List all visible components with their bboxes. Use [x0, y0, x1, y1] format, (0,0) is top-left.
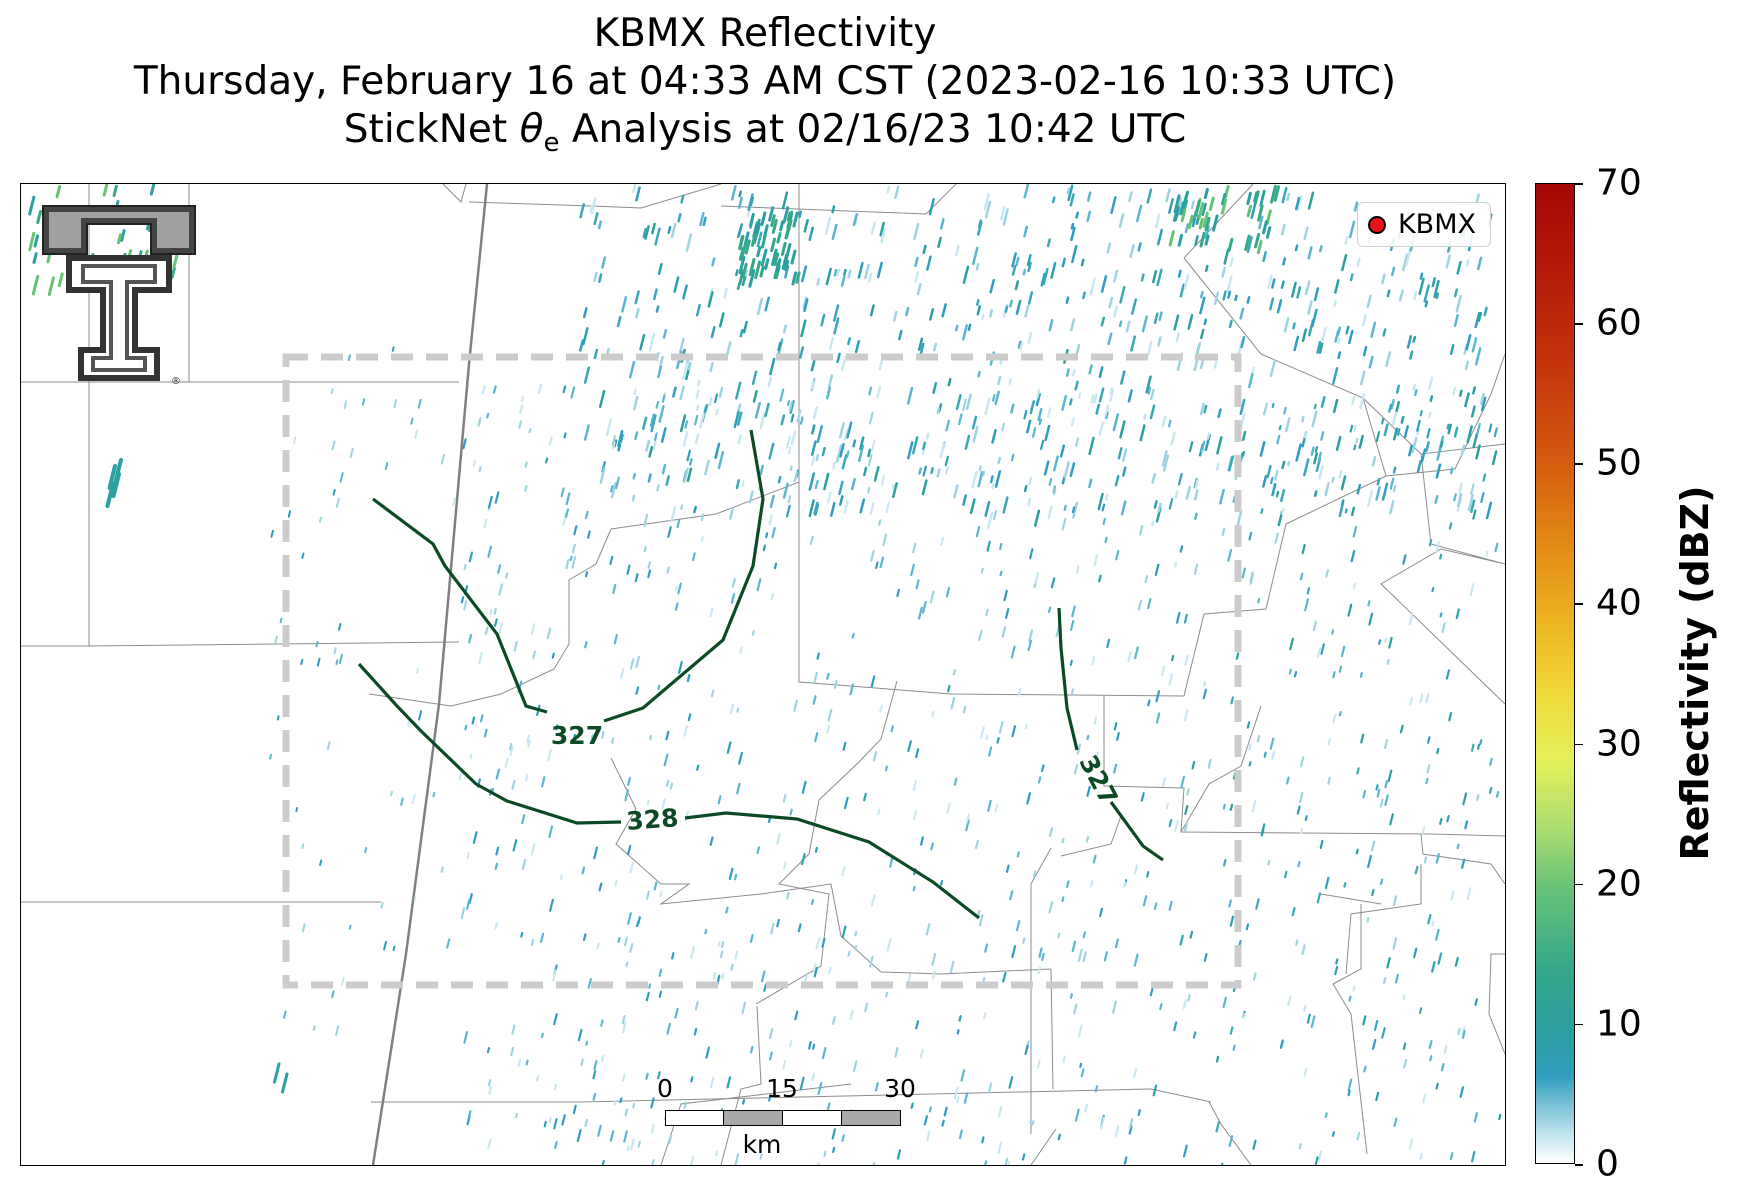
reflectivity-colorbar: [1535, 183, 1575, 1164]
colorbar-tick: [1575, 883, 1583, 886]
kbmx-marker-icon: [1367, 215, 1386, 234]
scale-tick-30: 30: [884, 1074, 916, 1103]
colorbar-tick: [1575, 183, 1583, 185]
contour-327-west-b: [603, 429, 765, 723]
scale-segment: [723, 1110, 783, 1126]
colorbar-tick-label: 10: [1596, 1003, 1642, 1045]
scale-segment: [665, 1110, 724, 1126]
colorbar-tick: [1575, 463, 1583, 465]
theta-e-contours: [357, 429, 1164, 920]
reflectivity-echoes: [28, 184, 1502, 1165]
contour-328-b: [684, 811, 980, 920]
contour-label-328: 328: [625, 803, 679, 836]
colorbar-tick-label: 70: [1596, 162, 1642, 204]
state-boundary: [371, 184, 489, 1165]
colorbar-tick: [1575, 1164, 1583, 1166]
title-radar: KBMX Reflectivity: [593, 11, 937, 56]
figure-title: KBMX Reflectivity Thursday, February 16 …: [0, 10, 1530, 167]
colorbar-tick: [1575, 1023, 1583, 1026]
legend: KBMX: [1356, 202, 1491, 247]
map-canvas: 327 328 327: [21, 184, 1505, 1165]
svg-text:®: ®: [171, 376, 181, 387]
contour-327-east: [1057, 607, 1079, 751]
title-time: Thursday, February 16 at 04:33 AM CST (2…: [133, 59, 1397, 104]
colorbar-tick-label: 40: [1596, 582, 1642, 624]
colorbar-tick: [1575, 603, 1583, 605]
contour-327-west: [372, 497, 548, 714]
contour-328: [357, 662, 622, 825]
contour-327-east-b: [1109, 801, 1164, 862]
contour-label-327-east: 327: [1073, 750, 1123, 810]
texas-tech-logo-icon: ®: [39, 202, 199, 392]
scale-unit: km: [742, 1130, 782, 1159]
legend-label: KBMX: [1397, 209, 1476, 240]
colorbar-tick-label: 50: [1596, 442, 1642, 484]
colorbar-tick-label: 60: [1596, 302, 1642, 344]
scale-tick-15: 15: [766, 1074, 798, 1103]
colorbar-tick-label: 20: [1596, 863, 1642, 905]
colorbar-title: Reflectivity (dBZ): [1673, 485, 1717, 861]
title-analysis: StickNet θe Analysis at 02/16/23 10:42 U…: [343, 107, 1187, 158]
contour-label-327-west: 327: [551, 721, 603, 750]
colorbar-tick-label: 0: [1596, 1143, 1619, 1185]
colorbar-tick: [1575, 743, 1583, 746]
colorbar-tick-label: 30: [1596, 723, 1642, 765]
scale-tick-0: 0: [657, 1074, 673, 1103]
map-panel: 327 328 327 ® KBMX 0 15 30 km: [20, 183, 1506, 1166]
colorbar-tick: [1575, 323, 1583, 325]
county-boundaries: [21, 184, 1505, 1165]
scale-bar: 0 15 30 km: [645, 1074, 916, 1159]
analysis-domain-box: [282, 353, 1242, 989]
scale-segment: [782, 1110, 842, 1126]
scale-segment: [841, 1110, 901, 1126]
